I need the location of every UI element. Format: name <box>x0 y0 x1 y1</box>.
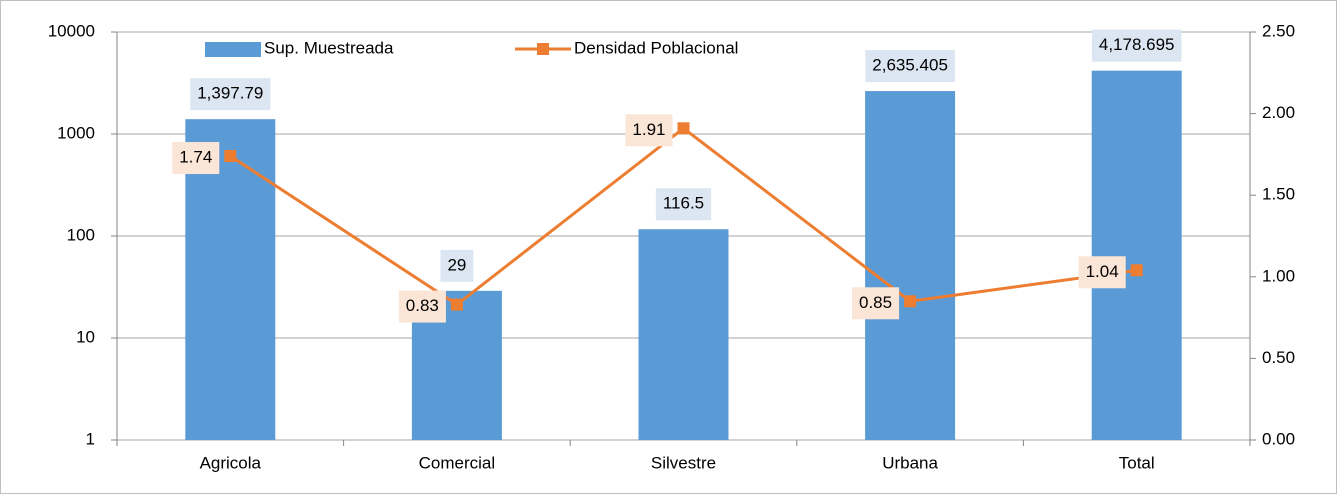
data-label: 29 <box>440 249 474 282</box>
data-label-box <box>172 142 220 175</box>
data-label: 1.04 <box>1078 256 1126 289</box>
data-label-text: 116.5 <box>663 194 704 213</box>
data-label-box <box>440 249 474 282</box>
data-label-box <box>655 188 712 221</box>
data-label-box <box>852 287 900 320</box>
data-label-text: 1.74 <box>179 148 212 167</box>
data-label-text: 1.91 <box>632 120 665 139</box>
bar <box>638 229 729 440</box>
data-label: 2,635.405 <box>865 50 955 83</box>
data-label-text: 4,178.695 <box>1099 35 1175 54</box>
y2-tick-label: 0.50 <box>1262 348 1295 367</box>
data-label-box <box>625 114 673 147</box>
data-label: 1,397.79 <box>190 78 271 111</box>
data-label: 1.74 <box>172 142 220 175</box>
y-tick-label: 1 <box>86 429 95 448</box>
legend-swatch <box>205 42 261 57</box>
bar <box>1091 70 1182 440</box>
data-label-box <box>1091 29 1182 62</box>
data-label: 4,178.695 <box>1091 29 1182 62</box>
y2-tick-label: 1.50 <box>1262 185 1295 204</box>
data-label: 116.5 <box>655 188 712 221</box>
line-marker <box>450 298 463 311</box>
legend-swatch-marker <box>537 43 549 55</box>
x-tick-label: Urbana <box>882 453 938 472</box>
data-label: 0.85 <box>852 287 900 320</box>
y-tick-label: 100 <box>67 225 95 244</box>
data-label-box <box>190 78 271 111</box>
data-label-text: 29 <box>447 255 466 274</box>
data-label-text: 1,397.79 <box>197 84 263 103</box>
legend-label: Densidad Poblacional <box>574 38 738 57</box>
y2-tick-label: 0.00 <box>1262 429 1295 448</box>
x-tick-label: Comercial <box>419 453 496 472</box>
legend-label: Sup. Muestreada <box>264 38 394 57</box>
y2-tick-label: 2.00 <box>1262 103 1295 122</box>
line-marker <box>1130 264 1143 277</box>
y-tick-label: 1000 <box>57 123 95 142</box>
x-tick-label: Agricola <box>200 453 262 472</box>
data-label-text: 0.83 <box>406 296 439 315</box>
data-label-text: 0.85 <box>859 293 892 312</box>
bar <box>865 91 956 440</box>
data-label-box <box>1078 256 1126 289</box>
line-marker <box>904 295 917 308</box>
y-tick-label: 10 <box>76 327 95 346</box>
y2-tick-label: 1.00 <box>1262 266 1295 285</box>
data-label-text: 2,635.405 <box>872 56 948 75</box>
x-tick-label: Silvestre <box>651 453 716 472</box>
line-marker <box>224 150 237 163</box>
data-label-text: 1.04 <box>1086 262 1119 281</box>
y2-tick-label: 2.50 <box>1262 21 1295 40</box>
data-label: 1.91 <box>625 114 673 147</box>
data-label-box <box>865 50 955 83</box>
data-label: 0.83 <box>398 290 446 323</box>
line-marker <box>677 122 690 135</box>
y-tick-label: 10000 <box>48 21 95 40</box>
x-tick-label: Total <box>1119 453 1155 472</box>
data-label-box <box>398 290 446 323</box>
